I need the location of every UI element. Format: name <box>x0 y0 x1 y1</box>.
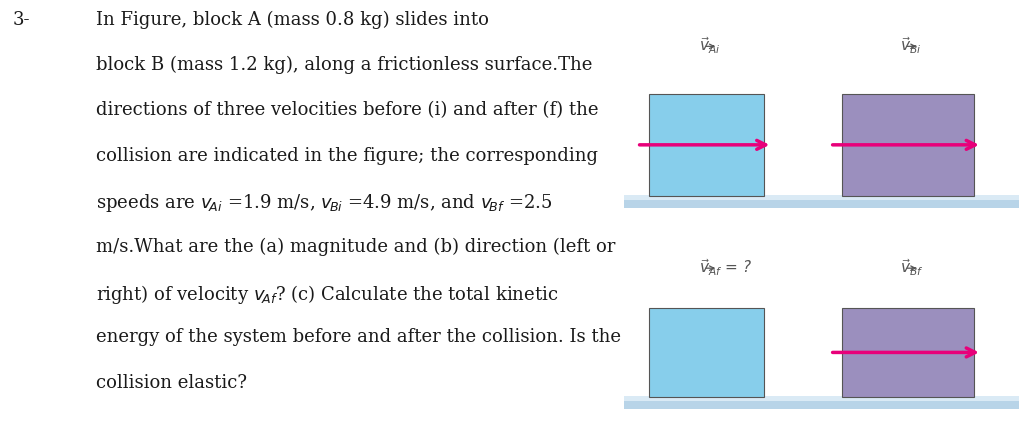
Text: $\vec{v}_{Af}$ = ?: $\vec{v}_{Af}$ = ? <box>699 257 752 278</box>
Bar <box>649 94 764 196</box>
Bar <box>842 308 974 397</box>
Bar <box>624 196 1019 208</box>
Text: right) of velocity $v_{\!Af}$? (c) Calculate the total kinetic: right) of velocity $v_{\!Af}$? (c) Calcu… <box>96 283 558 306</box>
Bar <box>624 396 1019 401</box>
Text: $\vec{v}_{Bf}$: $\vec{v}_{Bf}$ <box>901 257 924 278</box>
Text: speeds are $v_{\!Ai}$ =1.9 m/s, $v_{\!Bi}$ =4.9 m/s, and $v_{\!Bf}$ =2.5: speeds are $v_{\!Ai}$ =1.9 m/s, $v_{\!Bi… <box>96 192 551 214</box>
Bar <box>649 308 764 397</box>
Text: In Figure, block A (mass 0.8 kg) slides into: In Figure, block A (mass 0.8 kg) slides … <box>96 11 489 29</box>
Bar <box>624 397 1019 410</box>
Text: collision elastic?: collision elastic? <box>96 374 246 391</box>
Text: directions of three velocities before (i) and after (f) the: directions of three velocities before (i… <box>96 101 598 119</box>
Text: $\vec{v}_{Ai}$: $\vec{v}_{Ai}$ <box>699 36 721 56</box>
Bar <box>624 195 1019 200</box>
Text: $\vec{v}_{Bi}$: $\vec{v}_{Bi}$ <box>901 36 922 56</box>
Text: collision are indicated in the figure; the corresponding: collision are indicated in the figure; t… <box>96 147 598 165</box>
Bar <box>842 94 974 196</box>
Text: 3-: 3- <box>12 11 30 28</box>
Text: block B (mass 1.2 kg), along a frictionless surface.The: block B (mass 1.2 kg), along a frictionl… <box>96 56 592 74</box>
Text: m/s.What are the (a) magnitude and (b) direction (left or: m/s.What are the (a) magnitude and (b) d… <box>96 237 615 256</box>
Text: energy of the system before and after the collision. Is the: energy of the system before and after th… <box>96 328 620 346</box>
